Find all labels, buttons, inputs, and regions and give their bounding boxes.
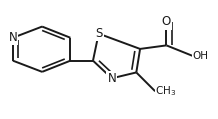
Text: CH$_3$: CH$_3$ — [155, 84, 176, 98]
Text: O: O — [162, 15, 171, 28]
Text: N: N — [9, 31, 17, 44]
Text: OH: OH — [193, 51, 209, 61]
Text: S: S — [95, 27, 102, 40]
Text: N: N — [107, 72, 116, 85]
